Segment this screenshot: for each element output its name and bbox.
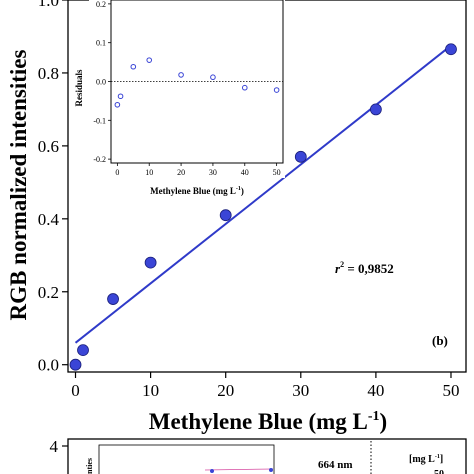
inset-x-tick-label: 30 — [209, 168, 217, 177]
inset-x-tick-label: 20 — [177, 168, 185, 177]
bottom-panel-fragment: 4 nties 664 nm [mg L-1] 50 — [50, 437, 467, 474]
residual-point — [273, 87, 280, 93]
bottom-plot-frame — [67, 438, 467, 474]
data-point — [77, 344, 89, 357]
inset-y-axis-title: Residuals — [74, 69, 84, 107]
bottom-inset-series-line — [204, 468, 274, 471]
x-tick-label: 20 — [217, 381, 234, 400]
main-y-ticks: 0.0 0.2 0.4 0.6 0.8 1.0 — [38, 0, 68, 375]
bottom-inset-point — [269, 468, 273, 472]
y-tick-label: 0.0 — [38, 356, 59, 375]
y-tick-label: 0.6 — [38, 137, 59, 156]
x-tick-label: 50 — [442, 381, 459, 400]
data-point — [445, 43, 457, 56]
residual-point — [146, 57, 153, 63]
inset-x-ticks: 0 10 20 30 40 50 — [115, 163, 281, 177]
y-axis-title: RGB normalized intensities — [6, 50, 31, 321]
residual-point — [178, 72, 184, 78]
bottom-inset-y-label: nties — [85, 458, 94, 474]
main-plot-frame — [67, 0, 467, 373]
data-point — [369, 103, 382, 116]
inset-y-tick-label: -0.2 — [93, 155, 106, 164]
x-axis-title: Methylene Blue (mg L-1) — [149, 409, 387, 434]
r-squared-annotation: r2 = 0,9852 — [335, 260, 394, 276]
residual-point — [241, 84, 248, 91]
x-tick-label: 10 — [142, 381, 159, 400]
x-tick-label: 30 — [292, 381, 309, 400]
bottom-inset-point — [210, 469, 214, 473]
residual-point — [114, 101, 121, 108]
residual-point — [117, 93, 124, 100]
data-point — [144, 256, 157, 269]
inset-background — [89, 0, 285, 178]
y-tick-label: 0.2 — [38, 283, 59, 302]
fit-line — [74, 44, 452, 344]
data-point — [219, 209, 232, 222]
main-x-ticks: 0 10 20 30 40 50 — [71, 372, 459, 400]
residual-points — [114, 57, 280, 108]
inset-y-ticks: -0.2 -0.1 0.0 0.1 0.2 — [93, 0, 111, 164]
legend-entry: 50 — [434, 469, 444, 474]
data-point — [69, 358, 82, 371]
inset-x-axis-title: Methylene Blue (mg L-1) — [150, 186, 244, 196]
bottom-y-tick-label: 4 — [50, 437, 59, 456]
wavelength-label: 664 nm — [318, 459, 353, 471]
main-data-points — [69, 43, 457, 371]
y-tick-label: 0.8 — [38, 64, 59, 83]
inset-y-tick-label: -0.1 — [93, 116, 106, 125]
y-tick-label: 0.4 — [38, 210, 60, 229]
y-tick-label: 1.0 — [38, 0, 59, 10]
residuals-inset: -0.2-0.10.00.10.2 0 10 20 30 40 50 Residuals … — [74, 0, 285, 196]
bottom-inset-frame — [98, 444, 275, 474]
main-chart: 0.0 0.2 0.4 0.6 0.8 1.0 0 10 20 30 40 50 RGB norma… — [6, 0, 467, 434]
inset-x-tick-label: 10 — [145, 168, 153, 177]
data-point — [294, 150, 307, 163]
inset-y-tick-label: 0.2 — [96, 0, 106, 9]
x-tick-label: 40 — [367, 381, 384, 400]
residual-point — [130, 63, 137, 70]
panel-label: (b) — [432, 333, 448, 348]
data-point — [107, 293, 119, 305]
inset-y-tick-label: 0.1 — [96, 39, 106, 48]
inset-x-tick-label: 40 — [241, 168, 249, 177]
inset-x-tick-label: 50 — [273, 168, 281, 177]
residual-point — [210, 74, 216, 81]
legend-title: [mg L-1] — [409, 454, 443, 465]
inset-y-tick-label: 0.0 — [96, 78, 106, 87]
x-tick-label: 0 — [71, 381, 80, 400]
inset-x-tick-label: 0 — [115, 168, 119, 177]
